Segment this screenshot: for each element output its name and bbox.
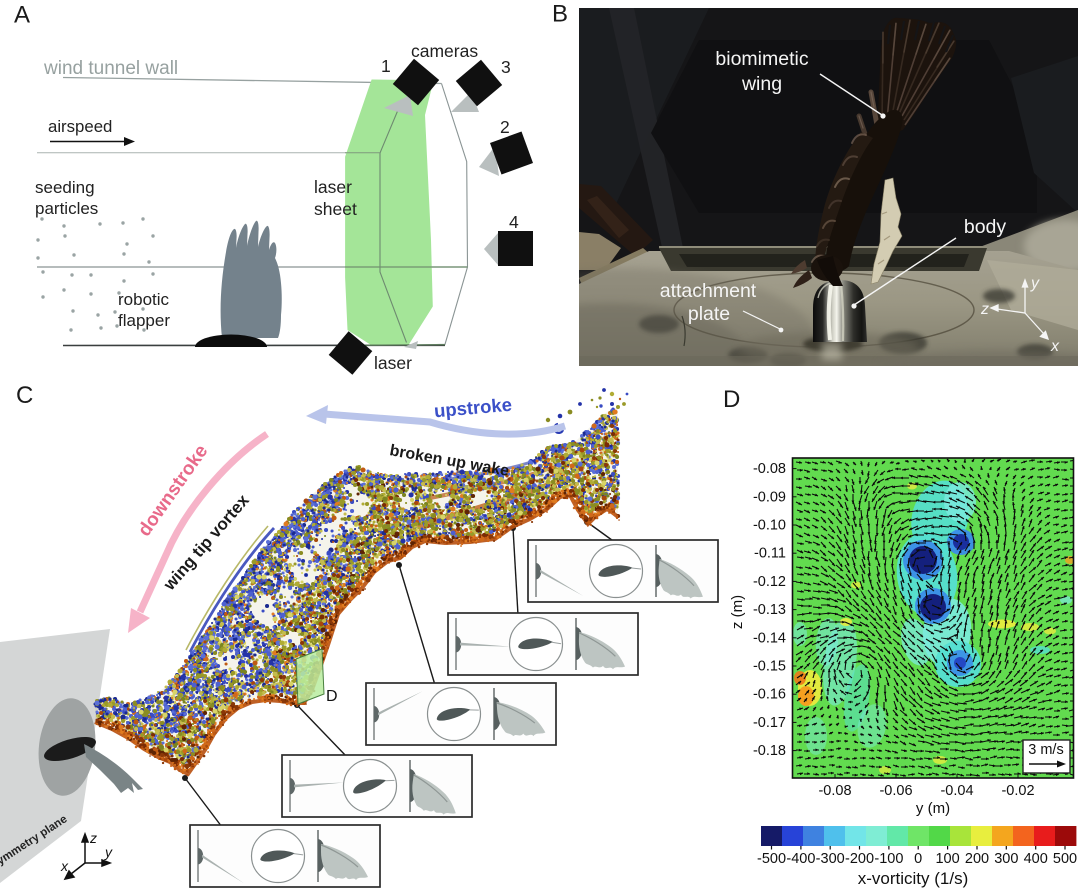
svg-text:particles: particles	[35, 199, 98, 218]
svg-text:500: 500	[1053, 851, 1077, 867]
svg-text:flapper: flapper	[118, 311, 170, 330]
svg-text:4: 4	[509, 212, 519, 232]
svg-text:plate: plate	[688, 303, 730, 325]
svg-text:-0.18: -0.18	[753, 743, 786, 759]
svg-text:B: B	[552, 1, 568, 28]
svg-text:2: 2	[500, 117, 510, 137]
svg-text:-400: -400	[786, 851, 815, 867]
svg-text:cameras: cameras	[411, 41, 478, 61]
svg-text:D: D	[723, 386, 740, 413]
svg-text:400: 400	[1024, 851, 1048, 867]
svg-text:0: 0	[914, 851, 922, 867]
svg-text:-0.17: -0.17	[753, 715, 786, 731]
svg-text:y (m): y (m)	[916, 800, 950, 817]
svg-text:-0.10: -0.10	[753, 518, 786, 534]
svg-text:-0.14: -0.14	[753, 630, 786, 646]
svg-text:biomimetic: biomimetic	[715, 48, 808, 70]
svg-text:z: z	[89, 830, 97, 846]
svg-text:laser: laser	[314, 177, 352, 197]
svg-text:-0.02: -0.02	[1001, 783, 1034, 799]
svg-text:-200: -200	[845, 851, 874, 867]
svg-text:C: C	[16, 382, 33, 409]
svg-text:-0.08: -0.08	[753, 461, 786, 477]
svg-text:1: 1	[381, 56, 391, 76]
svg-text:airspeed: airspeed	[48, 117, 112, 136]
svg-text:-0.15: -0.15	[753, 659, 786, 675]
svg-text:z (m): z (m)	[729, 595, 746, 629]
svg-text:200: 200	[965, 851, 989, 867]
svg-text:300: 300	[994, 851, 1018, 867]
svg-text:-0.04: -0.04	[940, 783, 973, 799]
svg-text:-100: -100	[874, 851, 903, 867]
svg-text:y: y	[104, 844, 113, 860]
svg-text:z: z	[980, 301, 989, 318]
svg-text:robotic: robotic	[118, 290, 170, 309]
svg-text:downstroke: downstroke	[134, 441, 212, 540]
svg-text:-0.13: -0.13	[753, 602, 786, 618]
svg-text:body: body	[964, 216, 1007, 238]
svg-text:x: x	[1050, 338, 1060, 355]
svg-text:3: 3	[501, 57, 511, 77]
svg-text:-0.06: -0.06	[879, 783, 912, 799]
svg-text:y: y	[1030, 275, 1040, 292]
svg-text:sheet: sheet	[314, 199, 357, 219]
svg-text:seeding: seeding	[35, 178, 95, 197]
svg-text:wind tunnel wall: wind tunnel wall	[43, 58, 178, 79]
svg-text:-0.11: -0.11	[754, 546, 786, 562]
svg-text:attachment: attachment	[660, 280, 757, 302]
svg-text:100: 100	[935, 851, 959, 867]
svg-text:wing: wing	[741, 73, 782, 95]
svg-text:upstroke: upstroke	[433, 394, 513, 422]
svg-text:x-vorticity (1/s): x-vorticity (1/s)	[858, 869, 969, 888]
svg-text:A: A	[14, 2, 30, 29]
svg-text:x: x	[60, 858, 69, 874]
svg-text:-500: -500	[757, 851, 786, 867]
svg-text:-0.16: -0.16	[753, 687, 786, 703]
svg-text:D: D	[326, 688, 338, 705]
svg-text:-0.09: -0.09	[753, 489, 786, 505]
svg-text:laser: laser	[374, 353, 412, 373]
svg-text:-0.08: -0.08	[818, 783, 851, 799]
svg-text:3 m/s: 3 m/s	[1028, 742, 1063, 758]
svg-text:-0.12: -0.12	[753, 574, 786, 590]
svg-text:-300: -300	[816, 851, 845, 867]
